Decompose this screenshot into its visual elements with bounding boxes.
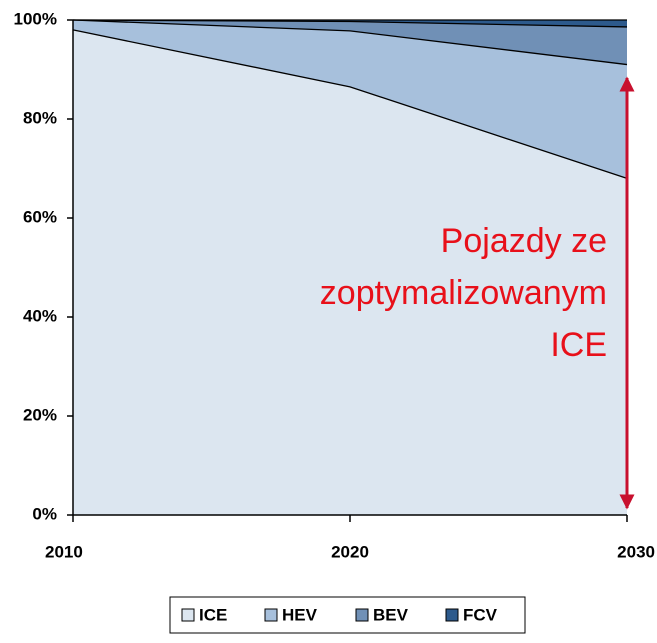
annotation: zoptymalizowanym bbox=[320, 274, 607, 312]
legend-box bbox=[169, 596, 526, 634]
y-tick-label: 0% bbox=[32, 504, 57, 523]
area bbox=[73, 20, 627, 65]
legend-swatch bbox=[445, 608, 459, 622]
area-edge bbox=[72, 29, 628, 180]
area bbox=[73, 20, 627, 27]
legend-label: FCV bbox=[463, 605, 498, 624]
y-tick-label: 20% bbox=[23, 405, 57, 424]
area bbox=[73, 20, 627, 179]
plot-area bbox=[72, 19, 628, 516]
area-edge bbox=[72, 19, 628, 66]
legend-label: ICE bbox=[199, 605, 227, 624]
legend-swatch bbox=[264, 608, 278, 622]
x-tick-label: 2030 bbox=[617, 542, 655, 561]
annotation: ICE bbox=[550, 326, 607, 364]
annotation: Pojazdy ze bbox=[441, 222, 607, 260]
x-tick-label: 2010 bbox=[45, 542, 83, 561]
legend-label: BEV bbox=[373, 605, 409, 624]
y-tick-label: 60% bbox=[23, 207, 57, 226]
area bbox=[73, 29, 627, 516]
legend-label: HEV bbox=[282, 605, 318, 624]
legend-swatch bbox=[355, 608, 369, 622]
y-tick-label: 100% bbox=[14, 9, 57, 28]
y-tick-label: 80% bbox=[23, 108, 57, 127]
legend-swatch bbox=[181, 608, 195, 622]
y-tick-label: 40% bbox=[23, 306, 57, 325]
x-tick-label: 2020 bbox=[331, 542, 369, 561]
